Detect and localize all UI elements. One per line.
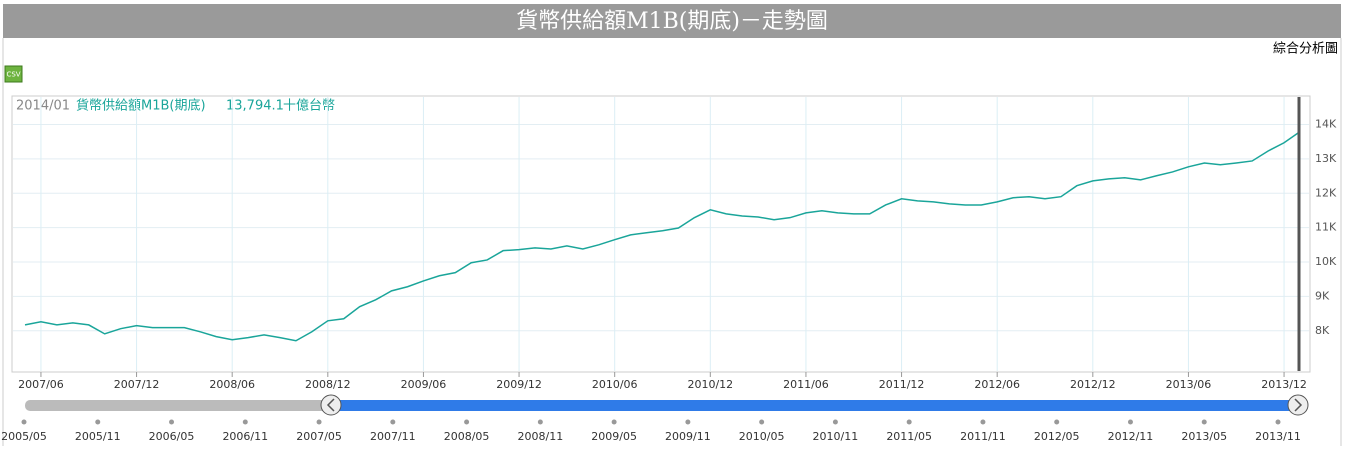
- navigator-dot: [1201, 419, 1207, 425]
- navigator-dot: [464, 419, 470, 425]
- tooltip-value: 13,794.1: [226, 99, 284, 114]
- navigator-label: 2009/11: [665, 430, 711, 443]
- navigator-label: 2011/05: [886, 430, 932, 443]
- navigator-dot: [1054, 419, 1060, 425]
- series-line: [24, 130, 1301, 342]
- x-tick-label: 2013/12: [1261, 378, 1307, 391]
- navigator-label: 2008/11: [518, 430, 564, 443]
- navigator-label: 2013/05: [1181, 430, 1227, 443]
- y-tick-label: 10K: [1315, 255, 1337, 268]
- navigator-label: 2006/05: [149, 430, 195, 443]
- x-tick-label: 2009/06: [401, 378, 447, 391]
- navigator-label: 2012/11: [1108, 430, 1154, 443]
- page-title: 貨幣供給額M1B(期底)－走勢圖: [516, 9, 828, 34]
- x-tick-label: 2008/12: [305, 378, 351, 391]
- x-tick-label: 2007/12: [114, 378, 160, 391]
- navigator-dot: [906, 419, 912, 425]
- y-tick-label: 14K: [1315, 118, 1337, 131]
- x-tick-label: 2010/12: [687, 378, 733, 391]
- x-tick-label: 2011/12: [879, 378, 925, 391]
- x-tick-label: 2008/06: [209, 378, 255, 391]
- tooltip-series: 貨幣供給額M1B(期底): [76, 98, 206, 114]
- navigator-dot: [1275, 419, 1281, 425]
- navigator-label: 2012/05: [1034, 430, 1080, 443]
- navigator-label: 2007/11: [370, 430, 416, 443]
- tooltip-unit: 十億台幣: [283, 98, 335, 114]
- y-tick-label: 12K: [1315, 186, 1337, 199]
- navigator-dot: [169, 419, 175, 425]
- plot-frame: [11, 95, 1311, 373]
- navigator-label: 2008/05: [444, 430, 490, 443]
- navigator-label: 2005/05: [1, 430, 47, 443]
- navigator-label: 2006/11: [222, 430, 268, 443]
- navigator-track: [25, 400, 330, 411]
- x-tick-label: 2012/12: [1070, 378, 1116, 391]
- navigator-dot: [95, 419, 101, 425]
- y-tick-label: 8K: [1315, 324, 1330, 337]
- tooltip-date: 2014/01: [16, 99, 70, 114]
- x-tick-label: 2009/12: [496, 378, 542, 391]
- navigator-handle-right[interactable]: [1287, 394, 1309, 416]
- y-tick-label: 11K: [1315, 221, 1337, 234]
- navigator-label: 2013/11: [1255, 430, 1301, 443]
- navigator-label: 2009/05: [591, 430, 637, 443]
- x-tick-label: 2007/06: [18, 378, 64, 391]
- navigator-dot: [685, 419, 691, 425]
- navigator-dot: [611, 419, 617, 425]
- navigator-dot: [1127, 419, 1133, 425]
- csv-button[interactable]: [4, 65, 23, 83]
- y-tick-label: 9K: [1315, 289, 1330, 302]
- navigator-dot: [316, 419, 322, 425]
- navigator-dot: [832, 419, 838, 425]
- navigator-dot: [537, 419, 543, 425]
- navigator-handle-left[interactable]: [320, 394, 342, 416]
- csv-label[interactable]: CSV: [6, 71, 20, 79]
- navigator-label: 2011/11: [960, 430, 1006, 443]
- handle-arrow: [326, 398, 335, 412]
- handle-arrow: [1294, 398, 1303, 412]
- y-tick-label: 13K: [1315, 152, 1337, 165]
- navigator-dot: [21, 419, 27, 425]
- x-tick-label: 2011/06: [783, 378, 829, 391]
- navigator-label: 2010/05: [739, 430, 785, 443]
- navigator-label: 2010/11: [813, 430, 859, 443]
- navigator-range[interactable]: [330, 400, 1297, 411]
- navigator-dot: [980, 419, 986, 425]
- analysis-link[interactable]: 綜合分析圖: [1273, 42, 1338, 57]
- x-tick-label: 2010/06: [592, 378, 638, 391]
- navigator-label: 2007/05: [296, 430, 342, 443]
- navigator-label: 2005/11: [75, 430, 121, 443]
- navigator-dot: [759, 419, 765, 425]
- x-tick-label: 2013/06: [1166, 378, 1212, 391]
- navigator-dot: [390, 419, 396, 425]
- navigator-dot: [242, 419, 248, 425]
- x-tick-label: 2012/06: [974, 378, 1020, 391]
- title-bar: [3, 4, 1341, 38]
